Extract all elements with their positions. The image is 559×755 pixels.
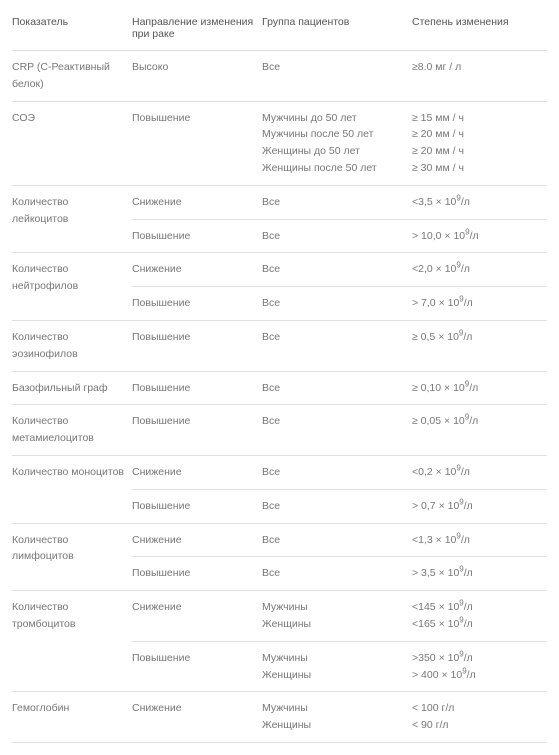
cell-group: Все bbox=[262, 253, 412, 287]
cell-degree: ≥ 15 мм / ч ≥ 20 мм / ч ≥ 20 мм / ч ≥ 30… bbox=[412, 101, 547, 185]
degree-line: ≥ 15 мм / ч bbox=[412, 110, 541, 127]
cell-direction: Повышение bbox=[132, 405, 262, 456]
cell-indicator: Количество лимфоцитов bbox=[12, 523, 132, 591]
cell-indicator: Количество метамиелоцитов bbox=[12, 405, 132, 456]
cell-degree: <145 × 109/л <165 × 109/л bbox=[412, 591, 547, 642]
cell-degree: <2,0 × 109/л bbox=[412, 253, 547, 287]
header-direction: Направление изменения при раке bbox=[132, 12, 262, 51]
cell-indicator: Базофильный граф bbox=[12, 371, 132, 405]
group-line: Мужчины bbox=[262, 599, 406, 616]
table-row: Количество моноцитов Снижение Все <0,2 ×… bbox=[12, 455, 547, 489]
cell-direction: Снижение bbox=[132, 692, 262, 743]
group-line: Женщины после 50 лет bbox=[262, 160, 406, 177]
header-degree: Степень изменения bbox=[412, 12, 547, 51]
cell-indicator: Количество эозинофилов bbox=[12, 320, 132, 371]
cell-degree: ≥ 0,5 × 109/л bbox=[412, 320, 547, 371]
blood-markers-table: Показатель Направление изменения при рак… bbox=[12, 12, 547, 743]
cell-degree: >350 × 109/л > 400 × 109/л bbox=[412, 641, 547, 692]
cell-direction: Повышение bbox=[132, 287, 262, 321]
cell-group: Все bbox=[262, 557, 412, 591]
group-line: Мужчины до 50 лет bbox=[262, 110, 406, 127]
cell-group: Мужчины Женщины bbox=[262, 692, 412, 743]
table-row: CRP (С-Реактивный белок) Высоко Все ≥8.0… bbox=[12, 51, 547, 102]
degree-line: < 90 г/л bbox=[412, 717, 541, 734]
degree-line: ≥ 20 мм / ч bbox=[412, 126, 541, 143]
degree-line: > 400 × 109/л bbox=[412, 667, 541, 684]
cell-direction: Снижение bbox=[132, 253, 262, 287]
cell-group: Все bbox=[262, 51, 412, 102]
group-line: Женщины до 50 лет bbox=[262, 143, 406, 160]
cell-degree: <0,2 × 109/л bbox=[412, 455, 547, 489]
cell-direction: Высоко bbox=[132, 51, 262, 102]
cell-degree: > 3,5 × 109/л bbox=[412, 557, 547, 591]
degree-line: ≥ 30 мм / ч bbox=[412, 160, 541, 177]
table-row: Количество нейтрофилов Снижение Все <2,0… bbox=[12, 253, 547, 287]
cell-group: Все bbox=[262, 371, 412, 405]
cell-indicator: CRP (С-Реактивный белок) bbox=[12, 51, 132, 102]
cell-degree: > 7,0 × 109/л bbox=[412, 287, 547, 321]
group-line: Мужчины после 50 лет bbox=[262, 126, 406, 143]
cell-indicator: Количество тромбоцитов bbox=[12, 591, 132, 692]
cell-group: Все bbox=[262, 523, 412, 557]
table-row: Количество метамиелоцитов Повышение Все … bbox=[12, 405, 547, 456]
table-row: Количество эозинофилов Повышение Все ≥ 0… bbox=[12, 320, 547, 371]
cell-group: Все bbox=[262, 489, 412, 523]
group-line: Женщины bbox=[262, 616, 406, 633]
degree-line: <145 × 109/л bbox=[412, 599, 541, 616]
cell-direction: Повышение bbox=[132, 219, 262, 253]
cell-direction: Снижение bbox=[132, 185, 262, 219]
cell-group: Все bbox=[262, 405, 412, 456]
cell-direction: Снижение bbox=[132, 455, 262, 489]
cell-degree: < 100 г/л < 90 г/л bbox=[412, 692, 547, 743]
cell-degree: <1,3 × 109/л bbox=[412, 523, 547, 557]
header-group: Группа пациентов bbox=[262, 12, 412, 51]
cell-degree: > 10,0 × 109/л bbox=[412, 219, 547, 253]
cell-direction: Повышение bbox=[132, 489, 262, 523]
degree-line: >350 × 109/л bbox=[412, 650, 541, 667]
cell-degree: ≥ 0,10 × 109/л bbox=[412, 371, 547, 405]
table-row: Количество лимфоцитов Снижение Все <1,3 … bbox=[12, 523, 547, 557]
cell-degree: > 0,7 × 109/л bbox=[412, 489, 547, 523]
group-line: Женщины bbox=[262, 717, 406, 734]
group-line: Мужчины bbox=[262, 650, 406, 667]
table-row: Количество тромбоцитов Снижение Мужчины … bbox=[12, 591, 547, 642]
cell-group: Все bbox=[262, 219, 412, 253]
cell-direction: Повышение bbox=[132, 557, 262, 591]
group-line: Женщины bbox=[262, 667, 406, 684]
cell-direction: Снижение bbox=[132, 591, 262, 642]
table-row: Количество лейкоцитов Снижение Все <3,5 … bbox=[12, 185, 547, 219]
cell-direction: Повышение bbox=[132, 641, 262, 692]
cell-direction: Повышение bbox=[132, 371, 262, 405]
header-indicator: Показатель bbox=[12, 12, 132, 51]
cell-group: Все bbox=[262, 287, 412, 321]
cell-group: Все bbox=[262, 320, 412, 371]
cell-direction: Повышение bbox=[132, 320, 262, 371]
table-row: СОЭ Повышение Мужчины до 50 лет Мужчины … bbox=[12, 101, 547, 185]
cell-group: Мужчины до 50 лет Мужчины после 50 лет Ж… bbox=[262, 101, 412, 185]
degree-line: ≥ 20 мм / ч bbox=[412, 143, 541, 160]
cell-direction: Снижение bbox=[132, 523, 262, 557]
cell-degree: ≥ 0,05 × 109/л bbox=[412, 405, 547, 456]
cell-group: Мужчины Женщины bbox=[262, 641, 412, 692]
group-line: Мужчины bbox=[262, 700, 406, 717]
cell-direction: Повышение bbox=[132, 101, 262, 185]
cell-indicator: Количество нейтрофилов bbox=[12, 253, 132, 321]
cell-indicator: Количество лейкоцитов bbox=[12, 185, 132, 253]
cell-group: Все bbox=[262, 455, 412, 489]
cell-degree: <3,5 × 109/л bbox=[412, 185, 547, 219]
degree-line: < 100 г/л bbox=[412, 700, 541, 717]
table-row: Гемоглобин Снижение Мужчины Женщины < 10… bbox=[12, 692, 547, 743]
table-row: Базофильный граф Повышение Все ≥ 0,10 × … bbox=[12, 371, 547, 405]
cell-group: Все bbox=[262, 185, 412, 219]
degree-line: <165 × 109/л bbox=[412, 616, 541, 633]
cell-indicator: Количество моноцитов bbox=[12, 455, 132, 523]
cell-degree: ≥8.0 мг / л bbox=[412, 51, 547, 102]
cell-indicator: Гемоглобин bbox=[12, 692, 132, 743]
cell-indicator: СОЭ bbox=[12, 101, 132, 185]
cell-group: Мужчины Женщины bbox=[262, 591, 412, 642]
header-row: Показатель Направление изменения при рак… bbox=[12, 12, 547, 51]
